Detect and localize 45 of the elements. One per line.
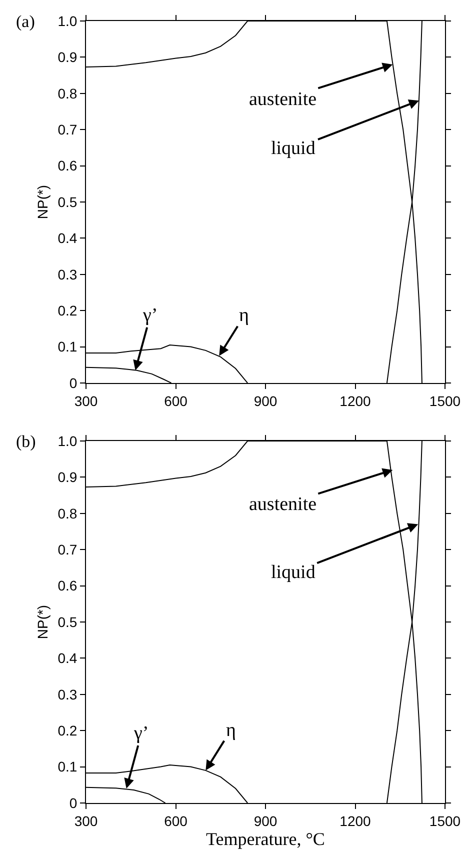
y-tick-label: 0.1 <box>58 758 78 775</box>
y-tick-label: 0.3 <box>58 686 78 702</box>
y-tick-label: 0.8 <box>58 85 78 102</box>
y-axis-title: NP(*) <box>34 184 50 220</box>
y-tick-label: 0.3 <box>58 266 78 282</box>
y-tick-label: 0 <box>69 374 78 391</box>
y-tick-label: 0.7 <box>58 542 78 558</box>
y-tick-label: 0.7 <box>58 122 78 138</box>
x-tick-label: 300 <box>74 392 98 409</box>
annotation: γ’ <box>133 723 149 744</box>
annotation: η <box>239 305 249 326</box>
y-tick-label: 1.0 <box>58 432 78 449</box>
y-axis-title: NP(*) <box>34 604 50 640</box>
y-tick-label: 0.5 <box>58 614 78 630</box>
text: (a) <box>16 12 35 31</box>
x-tick-label: 600 <box>164 392 188 409</box>
annotation: γ’ <box>142 305 158 326</box>
x-tick-label: 900 <box>254 392 278 409</box>
x-axis-title: Temperature, °C <box>206 828 325 849</box>
x-tick-label: 1500 <box>429 392 461 409</box>
x-tick-label: 1200 <box>340 812 372 829</box>
x-tick-label: 900 <box>254 812 278 829</box>
y-tick-label: 0.4 <box>58 650 78 666</box>
annotation: austenite <box>249 494 317 515</box>
y-tick-label: 0.9 <box>58 469 78 486</box>
y-tick-label: 0.2 <box>58 722 78 738</box>
x-tick-label: 300 <box>74 812 98 829</box>
y-tick-label: 0.1 <box>58 338 78 355</box>
annotation: austenite <box>249 89 317 110</box>
y-tick-label: 0 <box>69 794 78 811</box>
text: (b) <box>16 432 36 451</box>
y-tick-label: 0.5 <box>58 194 78 210</box>
annotation: liquid <box>271 562 316 583</box>
x-tick-label: 1500 <box>429 812 461 829</box>
y-tick-label: 0.6 <box>58 578 78 594</box>
annotation: η <box>226 720 236 741</box>
y-tick-label: 0.2 <box>58 302 78 318</box>
y-tick-label: 0.4 <box>58 230 78 246</box>
x-tick-label: 600 <box>164 812 188 829</box>
y-tick-label: 0.9 <box>58 49 78 66</box>
annotation: liquid <box>271 138 316 159</box>
x-tick-label: 1200 <box>340 392 372 409</box>
y-tick-label: 1.0 <box>58 12 78 29</box>
y-tick-label: 0.6 <box>58 158 78 174</box>
y-tick-label: 0.8 <box>58 505 78 522</box>
